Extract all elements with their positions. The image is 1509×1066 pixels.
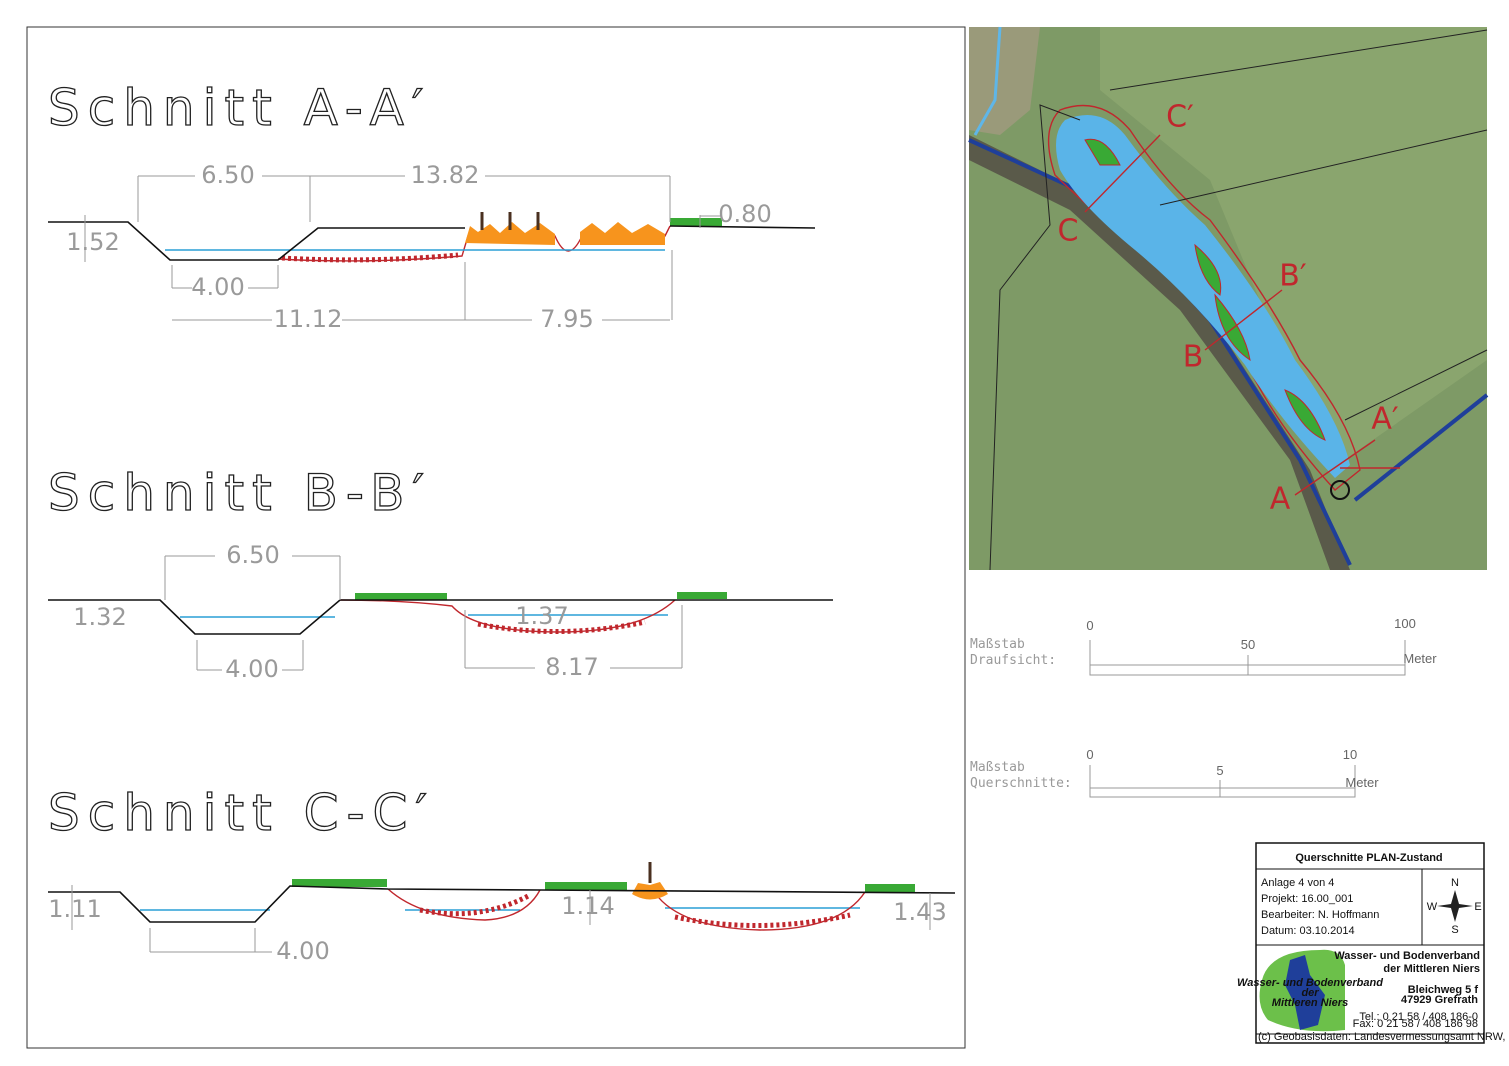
section-marker: B′ <box>1279 259 1307 294</box>
dimension-label: 8.17 <box>545 653 598 681</box>
logo-text: Mittleren Niers <box>1272 997 1348 1009</box>
compass-letter: N <box>1451 877 1459 889</box>
scale-label: Maßstab <box>970 637 1025 652</box>
title-block-info: Datum: 03.10.2014 <box>1261 925 1355 937</box>
organisation-address: 47929 Grefrath <box>1401 994 1478 1006</box>
scale-tick-label: 0 <box>1086 618 1093 633</box>
scale-bar-plan <box>1089 640 1406 676</box>
scale-tick-label: 100 <box>1394 616 1416 631</box>
scale-tick-label: 10 <box>1343 747 1357 762</box>
dimension-label: 7.95 <box>540 305 593 333</box>
title-block <box>1255 842 1485 1044</box>
dimension-label: 6.50 <box>226 541 279 569</box>
scale-tick-label: 50 <box>1241 637 1255 652</box>
copyright: (c) Geobasisdaten: Landesvermessungsamt … <box>1258 1031 1509 1043</box>
organisation-name: Wasser- und Bodenverband <box>1334 950 1480 962</box>
scale-label: Maßstab <box>970 760 1025 775</box>
logo-text: Wasser- und Bodenverband <box>1237 977 1383 989</box>
section-marker: A <box>1270 482 1291 517</box>
organisation-name: der Mittleren Niers <box>1383 963 1480 975</box>
title-block-info: Projekt: 16.00_001 <box>1261 893 1353 905</box>
section-title: Schnitt B-B′ <box>48 464 432 522</box>
title-block-info: Bearbeiter: N. Hoffmann <box>1261 909 1379 921</box>
dimension-label: 1.37 <box>515 602 568 630</box>
dimension-label: 1.32 <box>73 603 126 631</box>
aerial-map <box>968 26 1489 571</box>
scale-label: Draufsicht: <box>970 653 1056 668</box>
scale-unit: Meter <box>1403 651 1437 666</box>
compass-letter: W <box>1427 901 1438 913</box>
scale-tick-label: 0 <box>1086 747 1093 762</box>
scale-unit: Meter <box>1345 775 1379 790</box>
dimension-label: 11.12 <box>274 305 343 333</box>
section-a-profile <box>48 175 816 321</box>
section-title: Schnitt A-A′ <box>48 79 431 137</box>
dimension-label: 1.52 <box>66 228 119 256</box>
organisation-address: Bleichweg 5 f <box>1408 984 1479 996</box>
compass-letter: S <box>1451 924 1458 936</box>
dimension-label: 1.11 <box>48 895 101 923</box>
section-marker: C <box>1058 214 1079 249</box>
dimension-label: 1.43 <box>893 898 946 926</box>
dimension-label: 4.00 <box>276 937 329 965</box>
scale-label: Querschnitte: <box>970 776 1072 791</box>
title-block-title: Querschnitte PLAN-Zustand <box>1295 852 1442 864</box>
logo-text: der <box>1301 987 1319 999</box>
section-marker: C′ <box>1166 100 1194 135</box>
dimension-label: 0.80 <box>718 200 771 228</box>
section-title: Schnitt C-C′ <box>48 784 435 842</box>
dimension-label: 13.82 <box>411 161 480 189</box>
dimension-label: 4.00 <box>225 655 278 683</box>
compass-letter: E <box>1474 901 1481 913</box>
dimension-label: 4.00 <box>191 273 244 301</box>
organisation-contact: Fax: 0 21 58 / 408 186 98 <box>1353 1018 1478 1030</box>
section-marker: B <box>1183 340 1204 375</box>
dimension-label: 1.14 <box>561 892 614 920</box>
sections-frame <box>26 26 966 1049</box>
section-b-profile <box>48 555 833 671</box>
section-marker: A′ <box>1371 402 1399 437</box>
organisation-contact: Tel.: 0 21 58 / 408 186-0 <box>1359 1011 1478 1023</box>
scale-bar-section <box>1089 765 1356 798</box>
scale-tick-label: 5 <box>1216 763 1223 778</box>
title-block-info: Anlage 4 von 4 <box>1261 877 1334 889</box>
section-c-profile <box>48 862 956 953</box>
dimension-label: 6.50 <box>201 161 254 189</box>
